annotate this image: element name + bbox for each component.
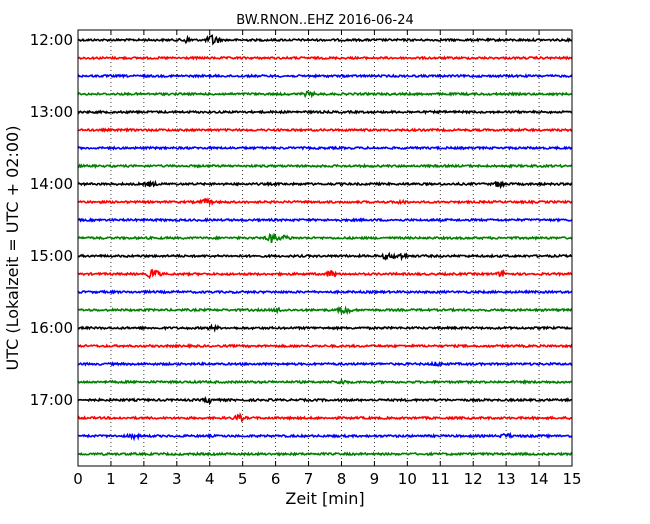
x-ticks: 0 1 2 3 4 5 6 7 8 9 10 11 12 13 14 15 xyxy=(73,30,582,488)
y-tick-label: 17:00 xyxy=(30,391,73,409)
trace-1645 xyxy=(77,377,573,385)
trace-1500 xyxy=(77,251,573,262)
x-tick-label: 0 xyxy=(73,470,83,488)
x-tick-label: 2 xyxy=(139,470,149,488)
trace-1245 xyxy=(77,90,573,99)
x-tick-label: 10 xyxy=(398,470,417,488)
chart-title: BW.RNON..EHZ 2016-06-24 xyxy=(236,13,414,28)
trace-1630 xyxy=(77,360,573,367)
trace-1530 xyxy=(77,289,573,295)
x-tick-label: 14 xyxy=(530,470,549,488)
trace-1515 xyxy=(77,268,573,280)
trace-1300 xyxy=(77,109,573,115)
trace-1215 xyxy=(77,55,573,61)
trace-1400 xyxy=(77,179,573,190)
trace-1545 xyxy=(77,305,573,316)
trace-1200 xyxy=(77,34,573,46)
y-ticks: 12:00 13:00 14:00 15:00 16:00 17:00 xyxy=(30,31,572,409)
y-tick-label: 13:00 xyxy=(30,103,73,121)
y-tick-label: 16:00 xyxy=(30,319,73,337)
x-tick-label: 9 xyxy=(370,470,380,488)
x-tick-label: 12 xyxy=(464,470,483,488)
x-tick-label: 5 xyxy=(238,470,248,488)
trace-1730 xyxy=(78,431,573,442)
x-tick-label: 6 xyxy=(271,470,281,488)
trace-1230 xyxy=(77,73,573,79)
x-tick-label: 3 xyxy=(172,470,182,488)
y-tick-label: 12:00 xyxy=(30,31,73,49)
x-tick-label: 8 xyxy=(337,470,347,488)
plot-frame xyxy=(77,29,573,467)
trace-1430 xyxy=(77,217,573,223)
x-axis-label: Zeit [min] xyxy=(285,489,364,508)
x-tick-label: 11 xyxy=(431,470,450,488)
x-tick-label: 1 xyxy=(106,470,116,488)
y-tick-label: 15:00 xyxy=(30,247,73,265)
trace-1415 xyxy=(77,197,573,207)
x-tick-label: 13 xyxy=(497,470,516,488)
y-tick-label: 14:00 xyxy=(30,175,73,193)
y-axis-label: UTC (Lokalzeit = UTC + 02:00) xyxy=(3,126,22,371)
trace-1445 xyxy=(77,232,573,244)
x-tick-label: 4 xyxy=(205,470,215,488)
trace-1330 xyxy=(77,145,573,151)
grid-lines xyxy=(110,30,540,466)
trace-1315 xyxy=(77,127,573,133)
x-tick-label: 15 xyxy=(562,470,581,488)
trace-1715 xyxy=(77,412,573,423)
trace-1345 xyxy=(77,163,573,169)
trace-1745 xyxy=(77,451,573,457)
trace-group xyxy=(77,34,573,457)
trace-1700 xyxy=(77,395,572,406)
x-tick-label: 7 xyxy=(304,470,314,488)
trace-1615 xyxy=(77,343,573,350)
trace-1600 xyxy=(78,323,573,333)
